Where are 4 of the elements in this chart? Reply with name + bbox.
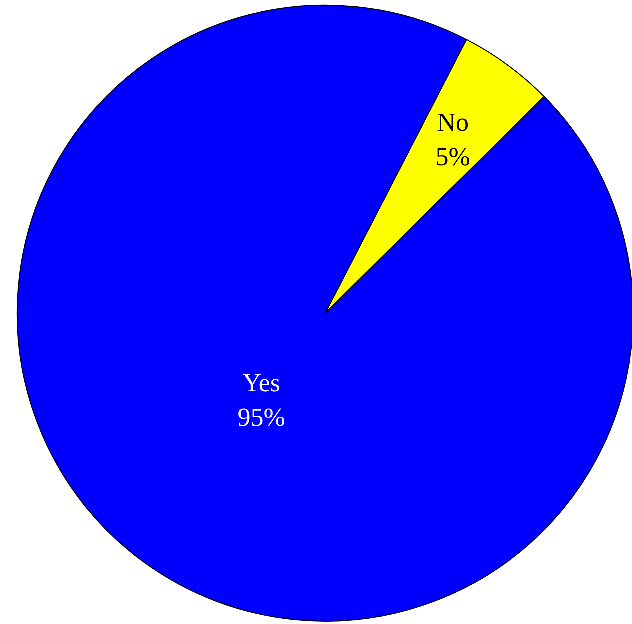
data-label: 95% (238, 403, 286, 432)
slice-label: No (437, 108, 469, 137)
data-label: 5% (436, 142, 470, 172)
slice-label: Yes (242, 368, 281, 398)
